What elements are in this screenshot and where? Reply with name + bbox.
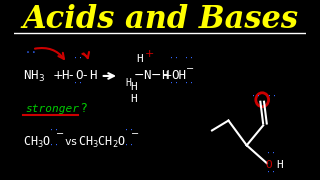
Text: +: + [162,69,172,82]
Text: stronger: stronger [25,104,79,114]
Text: O: O [75,69,83,82]
Text: H: H [130,94,137,104]
Text: +: + [144,49,154,59]
Text: CH$_3$CH$_2$O: CH$_3$CH$_2$O [78,135,126,150]
Text: $-$N$-$H: $-$N$-$H [132,69,170,82]
Text: ?: ? [80,102,86,115]
Text: ··: ·· [73,55,83,64]
Text: O: O [266,160,273,170]
Text: NH$_3$: NH$_3$ [23,68,45,84]
Text: ··: ·· [169,55,179,64]
Text: −: − [186,64,194,74]
Text: ··: ·· [73,79,83,88]
Text: H: H [125,78,131,88]
Text: −: − [131,129,139,140]
Text: ··: ·· [267,93,277,102]
Text: Acids and Bases: Acids and Bases [22,4,298,35]
Text: vs: vs [64,137,78,147]
Text: ··: ·· [266,150,276,159]
Text: −: − [56,129,64,140]
Text: ··: ·· [184,79,194,88]
Text: ··: ·· [49,142,59,151]
Text: H: H [276,160,283,170]
Text: OH: OH [171,69,186,82]
Text: +: + [52,69,63,82]
Text: ··: ·· [184,55,194,64]
Text: H: H [137,54,143,64]
Text: ··: ·· [49,127,59,136]
Text: ··: ·· [169,79,179,88]
Text: ··: ·· [25,48,43,58]
Text: CH$_3$O: CH$_3$O [23,135,51,150]
Text: -: - [69,69,73,82]
Text: ··: ·· [251,93,261,102]
Text: H: H [61,69,69,82]
Text: H: H [89,69,96,82]
Text: -: - [83,69,87,82]
Text: H: H [130,82,137,92]
Text: ··: ·· [266,168,276,177]
Text: ··: ·· [124,127,133,136]
Text: ··: ·· [124,142,133,151]
